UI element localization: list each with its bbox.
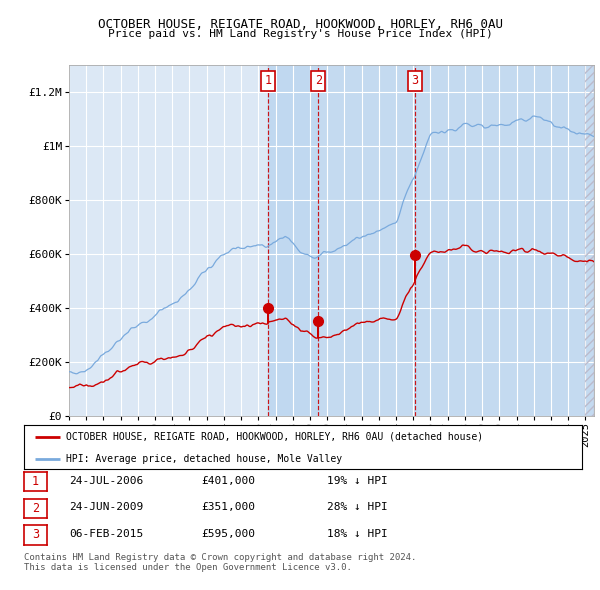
- Text: 24-JUN-2009: 24-JUN-2009: [69, 503, 143, 512]
- Text: 2: 2: [314, 74, 322, 87]
- Text: 06-FEB-2015: 06-FEB-2015: [69, 529, 143, 539]
- Bar: [268, 65, 318, 416]
- Text: 24-JUL-2006: 24-JUL-2006: [69, 476, 143, 486]
- Text: This data is licensed under the Open Government Licence v3.0.: This data is licensed under the Open Gov…: [24, 563, 352, 572]
- Text: 19% ↓ HPI: 19% ↓ HPI: [327, 476, 388, 486]
- Text: £595,000: £595,000: [201, 529, 255, 539]
- Text: 28% ↓ HPI: 28% ↓ HPI: [327, 503, 388, 512]
- Text: Contains HM Land Registry data © Crown copyright and database right 2024.: Contains HM Land Registry data © Crown c…: [24, 553, 416, 562]
- Text: OCTOBER HOUSE, REIGATE ROAD, HOOKWOOD, HORLEY, RH6 0AU: OCTOBER HOUSE, REIGATE ROAD, HOOKWOOD, H…: [97, 18, 503, 31]
- Bar: [415, 65, 600, 416]
- Text: £351,000: £351,000: [201, 503, 255, 512]
- Text: OCTOBER HOUSE, REIGATE ROAD, HOOKWOOD, HORLEY, RH6 0AU (detached house): OCTOBER HOUSE, REIGATE ROAD, HOOKWOOD, H…: [66, 432, 483, 442]
- Text: 3: 3: [412, 74, 419, 87]
- Text: Price paid vs. HM Land Registry's House Price Index (HPI): Price paid vs. HM Land Registry's House …: [107, 29, 493, 39]
- Text: 3: 3: [32, 528, 39, 542]
- Bar: [318, 65, 415, 416]
- Text: 1: 1: [265, 74, 272, 87]
- Text: 18% ↓ HPI: 18% ↓ HPI: [327, 529, 388, 539]
- Text: HPI: Average price, detached house, Mole Valley: HPI: Average price, detached house, Mole…: [66, 454, 342, 464]
- Text: 2: 2: [32, 502, 39, 515]
- Text: £401,000: £401,000: [201, 476, 255, 486]
- Text: 1: 1: [32, 475, 39, 489]
